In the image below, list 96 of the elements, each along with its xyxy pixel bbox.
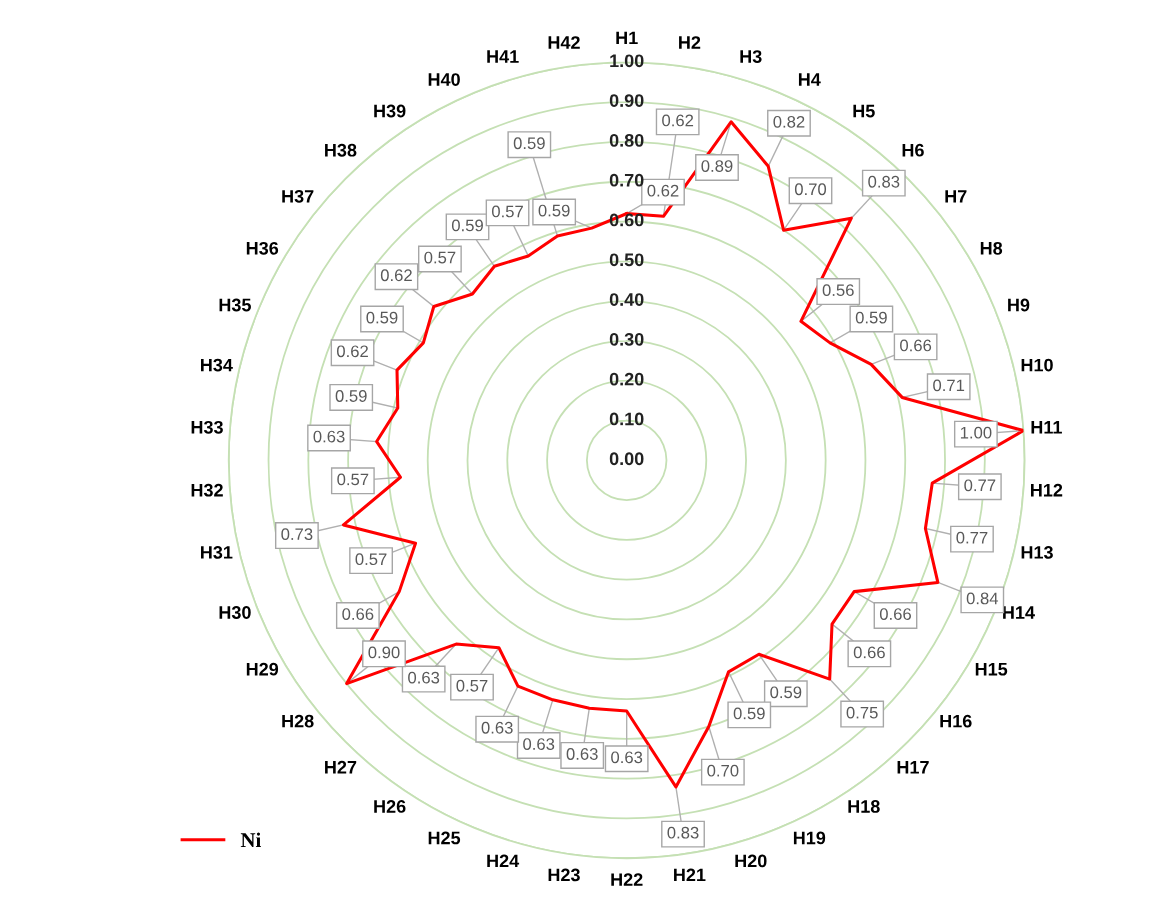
text: 0.57: [355, 553, 387, 566]
text: 0.59: [733, 707, 765, 720]
y-tick-label: 0.80: [609, 133, 644, 147]
spoke-label: H41: [487, 50, 519, 63]
y-tick-label: 0.90: [609, 94, 644, 107]
spoke-label: H2: [679, 36, 701, 49]
text: 0.70: [707, 764, 739, 777]
text: 0.59: [335, 390, 367, 402]
spoke-label: H19: [793, 831, 826, 845]
spoke-label: H14: [1003, 606, 1035, 619]
spoke-label: H18: [848, 800, 880, 813]
text: 1.00: [960, 426, 992, 439]
y-tick-label: 0.60: [609, 213, 644, 227]
text: 0.83: [667, 826, 699, 839]
y-tick-label: 0.50: [609, 253, 644, 267]
spoke-label: H15: [975, 662, 1008, 676]
text: 0.77: [956, 531, 988, 544]
spoke-label: H22: [611, 873, 643, 886]
text: 0.57: [424, 251, 456, 264]
text: 0.59: [366, 311, 398, 324]
spoke-label: H33: [191, 420, 223, 434]
spoke-label: H30: [219, 606, 251, 619]
spoke-label: H1: [616, 31, 638, 45]
spoke-label: H42: [548, 36, 580, 49]
spoke-label: H7: [945, 190, 967, 203]
spoke-label: H12: [1031, 483, 1063, 497]
spoke-label: H16: [940, 714, 972, 728]
y-tick-label: 0.40: [609, 293, 644, 306]
text: 0.63: [313, 430, 345, 443]
spoke-label: H10: [1021, 358, 1053, 372]
text: 0.56: [822, 284, 854, 297]
spoke-label: H4: [798, 73, 821, 86]
text: 0.62: [647, 184, 679, 197]
text: 0.63: [566, 748, 598, 760]
spoke-label: H6: [902, 143, 924, 157]
spoke-label: H34: [201, 358, 233, 372]
text: 0.84: [966, 592, 999, 605]
spoke-label: H29: [246, 662, 279, 676]
text: 0.66: [342, 608, 374, 620]
text: 0.66: [900, 339, 932, 352]
text: 0.59: [451, 219, 483, 232]
legend-label: Ni: [240, 832, 261, 848]
text: 0.62: [380, 269, 412, 282]
text: 0.90: [368, 646, 400, 659]
y-tick-label: 0.30: [609, 332, 644, 346]
spoke-label: H20: [735, 854, 767, 868]
spoke-label: H26: [374, 800, 406, 813]
spoke-label: H21: [674, 868, 706, 882]
spoke-label: H32: [191, 483, 223, 497]
text: 0.57: [491, 205, 523, 218]
text: 0.59: [855, 311, 887, 324]
spoke-label: H27: [325, 760, 357, 774]
y-tick-label: 1.00: [610, 54, 644, 68]
spoke-label: H39: [374, 104, 406, 118]
spoke-label: H40: [428, 73, 460, 86]
spoke-label: H35: [219, 298, 251, 312]
text: 0.73: [281, 528, 313, 541]
spoke-label: H31: [201, 546, 233, 559]
spoke-label: H13: [1021, 546, 1053, 559]
text: 0.57: [337, 473, 369, 486]
text: 0.62: [662, 114, 694, 127]
text: 0.59: [770, 686, 802, 699]
spoke-label: H24: [487, 854, 520, 868]
text: 0.82: [773, 115, 805, 128]
text: 0.63: [523, 738, 555, 750]
text: 0.57: [456, 679, 488, 692]
text: 0.63: [481, 721, 513, 734]
text: 0.66: [879, 608, 911, 620]
spoke-label: H17: [897, 761, 929, 774]
spoke-label: H11: [1031, 421, 1062, 434]
spoke-label: H3: [740, 50, 762, 63]
y-tick-label: 0.00: [609, 452, 644, 466]
text: 0.66: [853, 646, 885, 659]
spoke-label: H9: [1008, 298, 1030, 312]
spoke-label: H5: [853, 104, 875, 118]
text: 0.71: [933, 379, 965, 392]
spoke-label: H23: [548, 868, 580, 882]
y-tick-label: 0.70: [609, 173, 644, 187]
text: 0.63: [408, 671, 440, 684]
spoke-label: H38: [325, 143, 357, 157]
text: 0.59: [513, 137, 545, 150]
y-tick-label: 0.10: [609, 412, 644, 426]
text: 0.63: [611, 751, 643, 764]
text: 0.70: [794, 183, 827, 196]
text: 0.75: [846, 706, 878, 719]
text: 0.89: [701, 160, 733, 172]
spoke-label: H8: [980, 241, 1003, 255]
spoke-label: H28: [282, 714, 314, 728]
text: 0.83: [868, 175, 900, 188]
spoke-label: H25: [428, 831, 461, 845]
text: 0.59: [538, 204, 570, 217]
y-tick-label: 0.20: [609, 372, 644, 386]
spoke-label: H37: [282, 189, 314, 203]
text: 0.77: [964, 479, 996, 492]
spoke-label: H36: [246, 241, 279, 255]
text: 0.62: [336, 345, 368, 358]
